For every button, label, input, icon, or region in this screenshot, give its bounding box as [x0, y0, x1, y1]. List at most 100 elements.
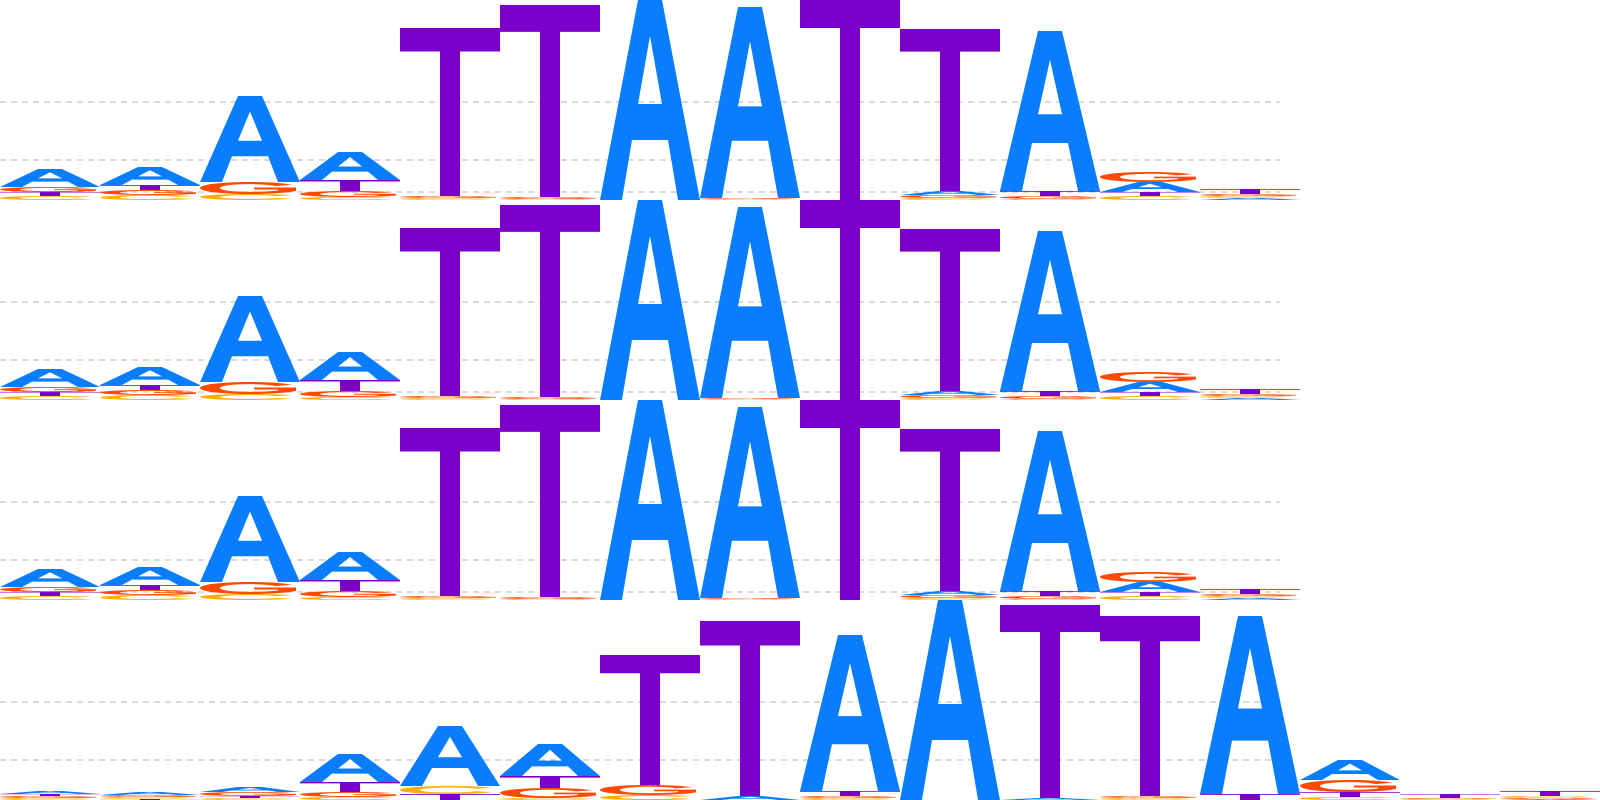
logo-letter-G	[200, 582, 296, 594]
logo-letter-A	[900, 600, 1000, 800]
logo-column	[800, 200, 900, 400]
logo-column	[300, 352, 400, 400]
logo-letter-C	[300, 797, 392, 800]
logo-column	[100, 567, 200, 600]
logo-letter-G	[700, 198, 796, 199]
logo-column	[300, 152, 400, 200]
logo-column	[200, 496, 300, 600]
logo-letter-A	[0, 569, 100, 587]
logo-letter-T	[900, 29, 1000, 191]
logo-letter-T	[0, 192, 100, 196]
logo-letter-C	[900, 598, 992, 600]
logo-column	[100, 792, 200, 800]
logo-letter-T	[0, 592, 100, 596]
logo-letter-G	[700, 598, 796, 599]
logo-column	[1500, 791, 1600, 800]
logo-letter-C	[200, 194, 292, 200]
logo-letter-G	[1100, 572, 1196, 582]
logo-letter-G	[1300, 780, 1396, 792]
logo-letter-G	[100, 795, 196, 797]
logo-column	[400, 228, 500, 400]
logo-column	[800, 0, 900, 200]
logo-letter-G	[1100, 172, 1196, 182]
logo-letter-A	[0, 369, 100, 387]
logo-letter-T	[0, 794, 100, 796]
logo-letter-T	[200, 796, 300, 798]
logo-letter-G	[100, 590, 196, 595]
logo-column	[600, 200, 700, 400]
logo-letter-C	[700, 399, 792, 400]
logo-column	[400, 428, 500, 600]
logo-column	[100, 367, 200, 400]
logo-letter-C	[0, 196, 92, 200]
logo-letter-T	[1000, 391, 1100, 396]
logo-letter-T	[800, 0, 900, 200]
logo-letter-C	[100, 595, 192, 600]
logo-letter-T	[300, 580, 400, 591]
logo-column	[900, 29, 1000, 200]
logo-column	[1100, 572, 1200, 600]
logo-letter-T	[1000, 605, 1100, 798]
logo-letter-T	[1200, 189, 1300, 194]
logo-letter-A	[200, 787, 300, 792]
logo-letter-T	[700, 621, 800, 796]
logo-column	[1100, 172, 1200, 200]
logo-column	[1400, 794, 1500, 800]
logo-letter-G	[300, 191, 396, 197]
logo-letter-G	[1000, 596, 1096, 599]
logo-column	[0, 791, 100, 800]
sequence-logo-panel-4	[0, 600, 1600, 800]
logo-letter-C	[0, 396, 92, 400]
logo-letter-C	[900, 198, 992, 200]
logo-letter-T	[800, 791, 900, 796]
logo-letter-C	[900, 398, 992, 400]
logo-letter-A	[900, 591, 1000, 595]
logo-letter-A	[300, 552, 400, 580]
logo-column	[300, 754, 400, 800]
logo-letter-C	[1200, 396, 1292, 398]
logo-letter-A	[1100, 582, 1200, 592]
logo-letter-G	[200, 182, 296, 194]
logo-letter-A	[1200, 198, 1300, 200]
logo-letter-C	[400, 398, 492, 400]
logo-letter-C	[500, 199, 592, 200]
logo-column	[1200, 616, 1300, 800]
logo-column	[700, 407, 800, 600]
logo-letter-G	[1200, 194, 1296, 196]
logo-letter-A	[1200, 616, 1300, 794]
logo-letter-C	[600, 795, 692, 800]
logo-column	[1000, 31, 1100, 200]
logo-letter-T	[500, 205, 600, 397]
logo-letter-T	[400, 28, 500, 196]
logo-letter-A	[1300, 760, 1400, 780]
logo-letter-G	[300, 391, 396, 397]
logo-letter-A	[200, 496, 300, 582]
logo-letter-G	[100, 190, 196, 195]
logo-column	[700, 207, 800, 400]
sequence-logo-panel-3	[0, 400, 1600, 600]
logo-letter-C	[1100, 196, 1192, 200]
logo-letter-G	[900, 195, 996, 198]
logo-letter-C	[1500, 796, 1592, 798]
logo-column	[1200, 389, 1300, 400]
sequence-logo-chart-3	[0, 400, 1300, 600]
logo-column	[0, 169, 100, 200]
logo-letter-C	[700, 199, 792, 200]
logo-letter-C	[1000, 199, 1092, 200]
logo-column	[1200, 589, 1300, 600]
logo-letter-A	[1000, 31, 1100, 191]
logo-letter-G	[500, 197, 596, 199]
logo-letter-C	[300, 397, 392, 400]
logo-letter-A	[200, 296, 300, 382]
logo-column	[0, 369, 100, 400]
logo-column	[800, 635, 900, 800]
logo-letter-C	[200, 394, 292, 400]
logo-letter-G	[500, 397, 596, 399]
logo-letter-T	[400, 794, 500, 800]
logo-letter-C	[300, 197, 392, 200]
logo-letter-A	[0, 791, 100, 794]
logo-letter-G	[1000, 396, 1096, 399]
logo-letter-T	[300, 180, 400, 191]
logo-letter-A	[400, 726, 500, 786]
logo-letter-G	[900, 595, 996, 598]
